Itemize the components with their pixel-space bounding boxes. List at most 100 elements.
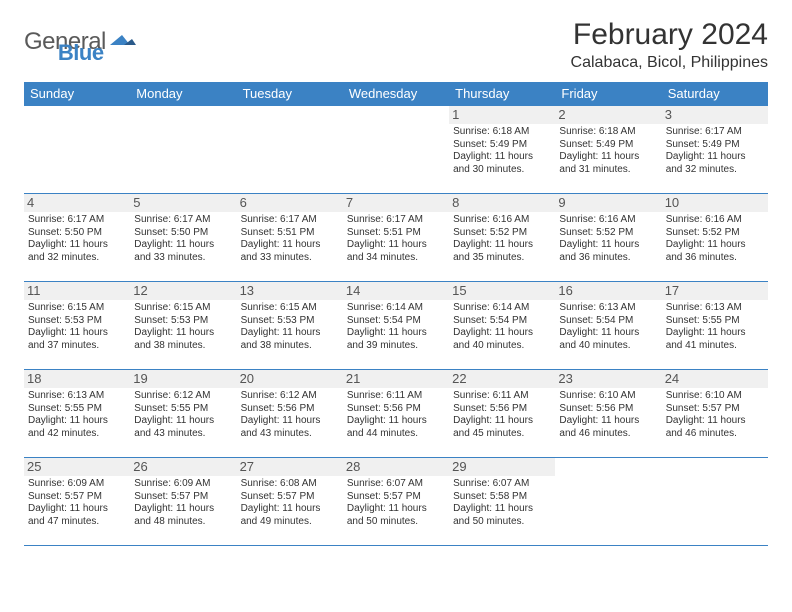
sunset-text: Sunset: 5:50 PM bbox=[28, 227, 126, 240]
day-cell bbox=[130, 106, 236, 194]
daylight-text: Daylight: 11 hours and 46 minutes. bbox=[666, 415, 764, 440]
day-cell: 10Sunrise: 6:16 AMSunset: 5:52 PMDayligh… bbox=[662, 194, 768, 282]
sunset-text: Sunset: 5:51 PM bbox=[241, 227, 339, 240]
sunrise-text: Sunrise: 6:14 AM bbox=[453, 302, 551, 315]
header: General Blue February 2024 Calabaca, Bic… bbox=[24, 18, 768, 72]
sunrise-text: Sunrise: 6:16 AM bbox=[559, 214, 657, 227]
daylight-text: Daylight: 11 hours and 32 minutes. bbox=[28, 239, 126, 264]
day-cell: 15Sunrise: 6:14 AMSunset: 5:54 PMDayligh… bbox=[449, 282, 555, 370]
sunrise-text: Sunrise: 6:07 AM bbox=[453, 478, 551, 491]
day-cell: 13Sunrise: 6:15 AMSunset: 5:53 PMDayligh… bbox=[237, 282, 343, 370]
title-block: February 2024 Calabaca, Bicol, Philippin… bbox=[571, 18, 768, 72]
day-number: 20 bbox=[237, 370, 343, 388]
daylight-text: Daylight: 11 hours and 38 minutes. bbox=[134, 327, 232, 352]
day-number: 25 bbox=[24, 458, 130, 476]
sunset-text: Sunset: 5:50 PM bbox=[134, 227, 232, 240]
day-number: 18 bbox=[24, 370, 130, 388]
daylight-text: Daylight: 11 hours and 43 minutes. bbox=[134, 415, 232, 440]
sunset-text: Sunset: 5:57 PM bbox=[241, 491, 339, 504]
daylight-text: Daylight: 11 hours and 38 minutes. bbox=[241, 327, 339, 352]
sunrise-text: Sunrise: 6:13 AM bbox=[28, 390, 126, 403]
daylight-text: Daylight: 11 hours and 49 minutes. bbox=[241, 503, 339, 528]
daylight-text: Daylight: 11 hours and 41 minutes. bbox=[666, 327, 764, 352]
logo: General Blue bbox=[24, 18, 104, 66]
sunset-text: Sunset: 5:51 PM bbox=[347, 227, 445, 240]
daylight-text: Daylight: 11 hours and 31 minutes. bbox=[559, 151, 657, 176]
sunrise-text: Sunrise: 6:18 AM bbox=[559, 126, 657, 139]
day-cell: 8Sunrise: 6:16 AMSunset: 5:52 PMDaylight… bbox=[449, 194, 555, 282]
day-cell: 6Sunrise: 6:17 AMSunset: 5:51 PMDaylight… bbox=[237, 194, 343, 282]
daylight-text: Daylight: 11 hours and 32 minutes. bbox=[666, 151, 764, 176]
location: Calabaca, Bicol, Philippines bbox=[571, 54, 768, 72]
day-number: 1 bbox=[449, 106, 555, 124]
day-number: 22 bbox=[449, 370, 555, 388]
sunrise-text: Sunrise: 6:11 AM bbox=[453, 390, 551, 403]
sunset-text: Sunset: 5:49 PM bbox=[666, 139, 764, 152]
sunrise-text: Sunrise: 6:10 AM bbox=[666, 390, 764, 403]
day-cell: 7Sunrise: 6:17 AMSunset: 5:51 PMDaylight… bbox=[343, 194, 449, 282]
week-row: 18Sunrise: 6:13 AMSunset: 5:55 PMDayligh… bbox=[24, 370, 768, 458]
daylight-text: Daylight: 11 hours and 34 minutes. bbox=[347, 239, 445, 264]
day-cell: 18Sunrise: 6:13 AMSunset: 5:55 PMDayligh… bbox=[24, 370, 130, 458]
daylight-text: Daylight: 11 hours and 33 minutes. bbox=[134, 239, 232, 264]
day-cell: 26Sunrise: 6:09 AMSunset: 5:57 PMDayligh… bbox=[130, 458, 236, 546]
daylight-text: Daylight: 11 hours and 30 minutes. bbox=[453, 151, 551, 176]
day-cell: 27Sunrise: 6:08 AMSunset: 5:57 PMDayligh… bbox=[237, 458, 343, 546]
day-cell: 12Sunrise: 6:15 AMSunset: 5:53 PMDayligh… bbox=[130, 282, 236, 370]
day-cell: 17Sunrise: 6:13 AMSunset: 5:55 PMDayligh… bbox=[662, 282, 768, 370]
sunrise-text: Sunrise: 6:12 AM bbox=[134, 390, 232, 403]
daylight-text: Daylight: 11 hours and 50 minutes. bbox=[347, 503, 445, 528]
day-cell: 2 Sunrise: 6:18 AMSunset: 5:49 PMDaylight… bbox=[555, 106, 661, 194]
sunrise-text: Sunrise: 6:16 AM bbox=[453, 214, 551, 227]
daylight-text: Daylight: 11 hours and 42 minutes. bbox=[28, 415, 126, 440]
daylight-text: Daylight: 11 hours and 36 minutes. bbox=[666, 239, 764, 264]
header-thursday: Thursday bbox=[449, 82, 555, 106]
sunrise-text: Sunrise: 6:12 AM bbox=[241, 390, 339, 403]
day-cell: 21Sunrise: 6:11 AMSunset: 5:56 PMDayligh… bbox=[343, 370, 449, 458]
day-cell: 3Sunrise: 6:17 AMSunset: 5:49 PMDaylight… bbox=[662, 106, 768, 194]
sunset-text: Sunset: 5:52 PM bbox=[453, 227, 551, 240]
sunrise-text: Sunrise: 6:17 AM bbox=[134, 214, 232, 227]
day-cell: 24Sunrise: 6:10 AMSunset: 5:57 PMDayligh… bbox=[662, 370, 768, 458]
sunrise-text: Sunrise: 6:16 AM bbox=[666, 214, 764, 227]
sunset-text: Sunset: 5:56 PM bbox=[453, 403, 551, 416]
sunrise-text: Sunrise: 6:10 AM bbox=[559, 390, 657, 403]
day-number: 9 bbox=[555, 194, 661, 212]
day-number: 21 bbox=[343, 370, 449, 388]
week-row: 11Sunrise: 6:15 AMSunset: 5:53 PMDayligh… bbox=[24, 282, 768, 370]
day-number: 8 bbox=[449, 194, 555, 212]
day-number: 16 bbox=[555, 282, 661, 300]
day-number: 6 bbox=[237, 194, 343, 212]
day-cell: 1Sunrise: 6:18 AMSunset: 5:49 PMDaylight… bbox=[449, 106, 555, 194]
sunset-text: Sunset: 5:55 PM bbox=[666, 315, 764, 328]
day-cell bbox=[237, 106, 343, 194]
day-number: 2 bbox=[555, 106, 661, 124]
day-cell: 16Sunrise: 6:13 AMSunset: 5:54 PMDayligh… bbox=[555, 282, 661, 370]
day-cell: 20Sunrise: 6:12 AMSunset: 5:56 PMDayligh… bbox=[237, 370, 343, 458]
daylight-text: Daylight: 11 hours and 36 minutes. bbox=[559, 239, 657, 264]
sunrise-text: Sunrise: 6:17 AM bbox=[241, 214, 339, 227]
sunrise-text: Sunrise: 6:15 AM bbox=[28, 302, 126, 315]
day-number: 4 bbox=[24, 194, 130, 212]
sunset-text: Sunset: 5:57 PM bbox=[134, 491, 232, 504]
sunset-text: Sunset: 5:54 PM bbox=[559, 315, 657, 328]
daylight-text: Daylight: 11 hours and 43 minutes. bbox=[241, 415, 339, 440]
header-friday: Friday bbox=[555, 82, 661, 106]
sunset-text: Sunset: 5:49 PM bbox=[559, 139, 657, 152]
day-number: 26 bbox=[130, 458, 236, 476]
day-number: 14 bbox=[343, 282, 449, 300]
week-row: 1Sunrise: 6:18 AMSunset: 5:49 PMDaylight… bbox=[24, 106, 768, 194]
week-row: 25Sunrise: 6:09 AMSunset: 5:57 PMDayligh… bbox=[24, 458, 768, 546]
sunset-text: Sunset: 5:56 PM bbox=[559, 403, 657, 416]
sunrise-text: Sunrise: 6:17 AM bbox=[347, 214, 445, 227]
day-cell: 22Sunrise: 6:11 AMSunset: 5:56 PMDayligh… bbox=[449, 370, 555, 458]
day-number: 10 bbox=[662, 194, 768, 212]
logo-text-2: Blue bbox=[58, 40, 104, 66]
sunset-text: Sunset: 5:57 PM bbox=[666, 403, 764, 416]
daylight-text: Daylight: 11 hours and 40 minutes. bbox=[453, 327, 551, 352]
day-cell: 25Sunrise: 6:09 AMSunset: 5:57 PMDayligh… bbox=[24, 458, 130, 546]
day-number: 3 bbox=[662, 106, 768, 124]
sunrise-text: Sunrise: 6:17 AM bbox=[28, 214, 126, 227]
day-number: 28 bbox=[343, 458, 449, 476]
header-wednesday: Wednesday bbox=[343, 82, 449, 106]
